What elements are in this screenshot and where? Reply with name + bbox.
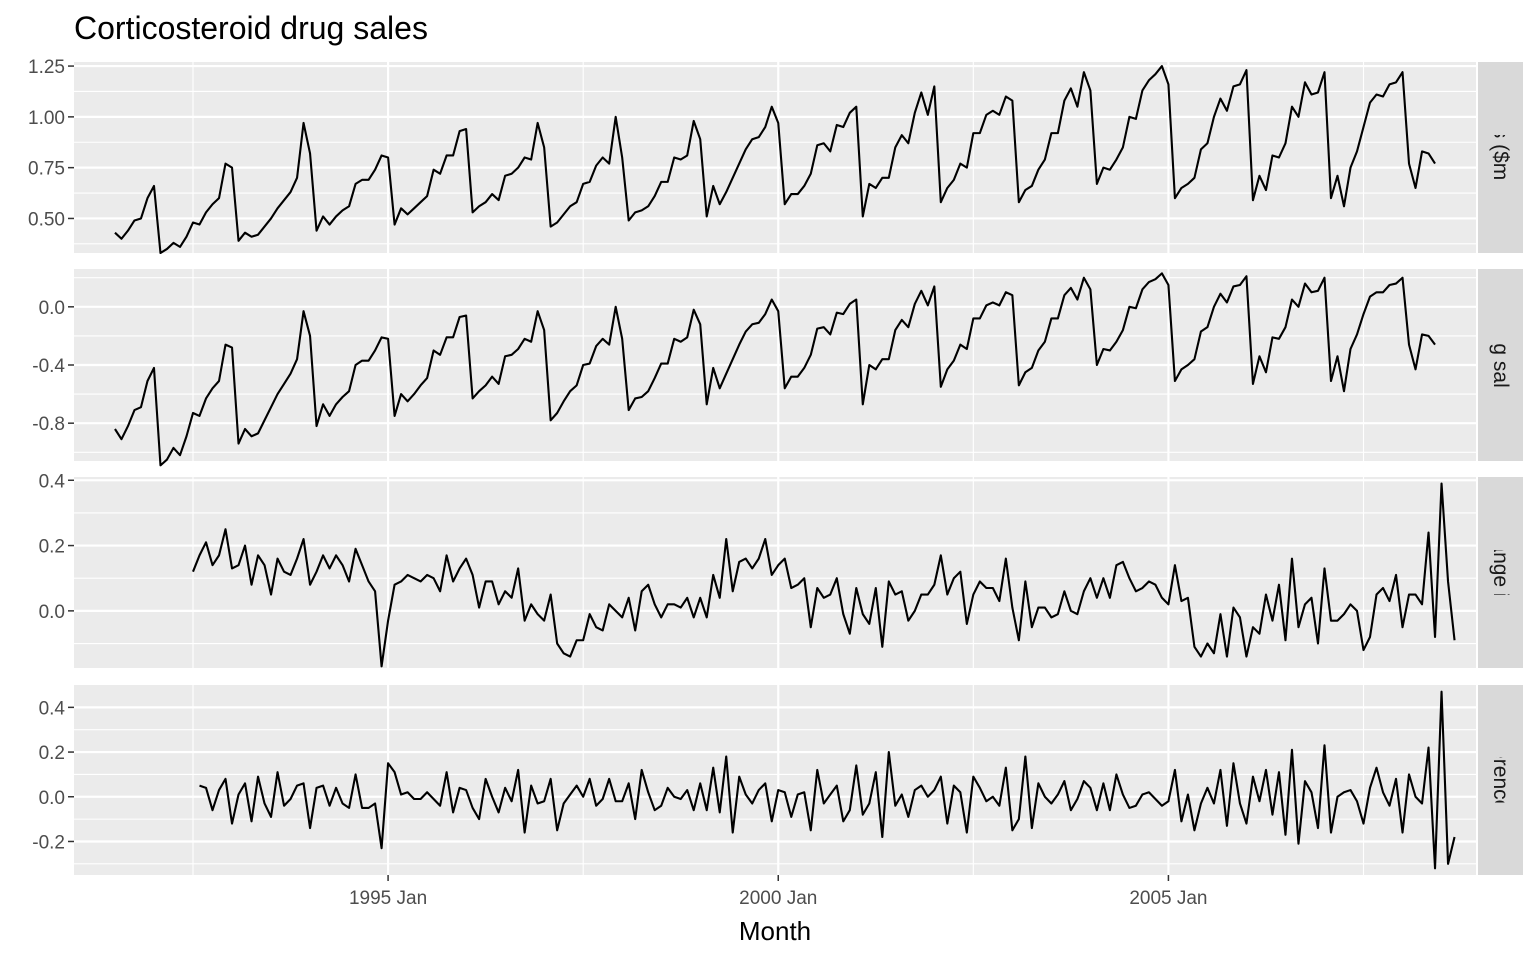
y-tick-label: 1.25 (28, 57, 65, 78)
x-axis: 1995 Jan 2000 Jan 2005 Jan (349, 875, 1208, 909)
x-tick-label: 1995 Jan (349, 888, 427, 909)
facet-strip-label: Annual change in log sales (1489, 447, 1512, 698)
y-tick-label: 0.2 (39, 537, 65, 558)
facet-panel: 0.50 0.75 1.00 1.25 Sales ($million) (28, 57, 1523, 255)
facet-panel: -0.2 0.0 0.2 0.4 Doubly differenced log sale… (32, 648, 1523, 911)
facet-strip-label: Log sales (1489, 320, 1512, 410)
facet-panel: -0.8 -0.4 0.0 Log sales (32, 269, 1523, 467)
facet-strip-label: Doubly differenced log sales (1489, 648, 1512, 911)
panel-background (74, 685, 1476, 875)
y-tick-label: 0.75 (28, 159, 65, 180)
facet-strip (1478, 62, 1523, 253)
y-tick-label: 0.2 (39, 743, 65, 764)
y-tick-label: 1.00 (28, 108, 65, 129)
y-tick-label: 0.4 (39, 471, 66, 492)
facet-panel: 0.0 0.2 0.4 Annual change in log sales (39, 447, 1523, 698)
series-line (114, 272, 1436, 467)
series-line (192, 482, 1456, 668)
chart-title: Corticosteroid drug sales (74, 10, 428, 46)
series-line (199, 690, 1456, 870)
y-tick-label: -0.8 (32, 414, 65, 435)
y-tick-label: -0.2 (32, 832, 65, 853)
y-tick-label: -0.4 (32, 356, 65, 377)
x-tick-label: 2000 Jan (739, 888, 817, 909)
x-tick-label: 2005 Jan (1129, 888, 1207, 909)
y-tick-label: 0.50 (28, 209, 65, 230)
facet-strip-label: Sales ($million) (1489, 86, 1512, 230)
facet-strip (1478, 477, 1523, 668)
x-axis-title: Month (739, 916, 811, 946)
facet-strip (1478, 269, 1523, 461)
facet-panels: 0.50 0.75 1.00 1.25 Sales ($million) -0.8 -0.4… (28, 57, 1523, 911)
panel-background (74, 62, 1476, 253)
series-line (114, 65, 1436, 255)
y-tick-label: 0.0 (39, 298, 65, 319)
y-tick-label: 0.0 (39, 602, 65, 623)
y-tick-label: 0.0 (39, 788, 65, 809)
y-tick-label: 0.4 (39, 698, 66, 719)
facet-strip (1478, 685, 1523, 875)
